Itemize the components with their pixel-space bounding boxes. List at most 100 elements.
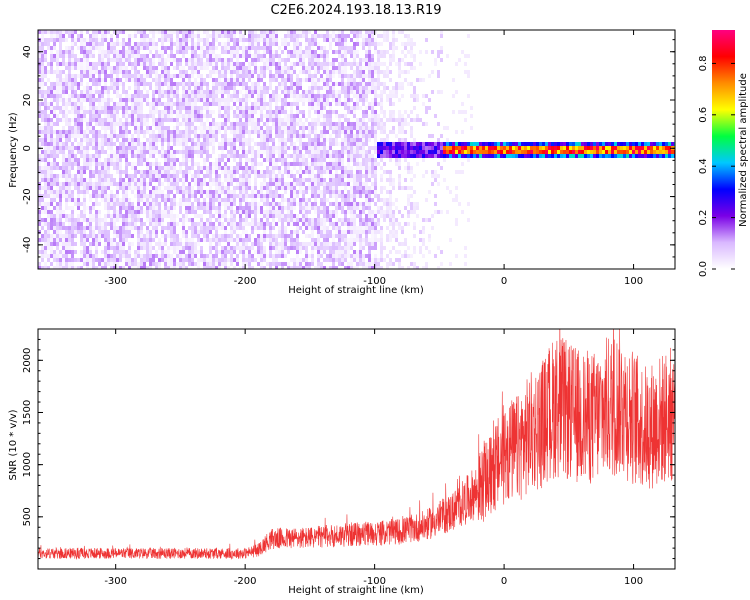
spectrogram-cell [332,142,335,146]
spectrogram-cell [92,54,95,58]
spectrogram-cell [221,66,224,70]
spectrogram-cell [293,86,296,90]
spectrogram-cell [269,150,272,154]
spectrogram-cell [317,242,320,246]
spectrogram-cell [41,218,44,222]
spectrogram-cell [80,174,83,178]
spectrogram-cell [77,146,80,150]
spectrogram-cell [146,114,149,118]
spectrogram-cell [92,110,95,114]
spectrogram-cell [80,266,83,269]
spectrogram-cell [332,226,335,230]
spectrogram-cell [263,38,266,42]
spectrogram-cell [104,170,107,174]
spectrogram-cell [128,98,131,102]
spectrogram-cell [260,34,263,38]
spectrogram-cell [161,210,164,214]
spectrogram-cell [278,66,281,70]
spectrogram-cell [302,258,305,262]
spectrogram-cell [224,146,227,150]
spectrogram-cell [185,130,188,134]
spectrogram-cell [107,222,110,226]
spectrogram-cell [152,30,155,34]
spectrogram-cell [206,182,209,186]
spectrogram-cell [137,90,140,94]
spectrogram-cell [230,214,233,218]
spectrogram-cell [143,94,146,98]
spectrogram-cell [236,126,239,130]
spectrogram-cell [122,218,125,222]
spectrogram-cell [38,262,41,266]
spectrogram-cell [146,66,149,70]
spectrogram-cell [275,34,278,38]
spectrogram-cell [314,94,317,98]
spectrogram-cell [260,254,263,258]
spectrogram-cell [182,82,185,86]
spectrogram-cell [275,94,278,98]
spectrogram-cell [338,134,341,138]
spectrogram-cell [272,78,275,82]
spectrogram-cell [158,198,161,202]
spectrogram-cell [275,234,278,238]
spectrogram-cell [182,226,185,230]
spectrogram-cell [137,266,140,269]
spectrogram-cell [56,210,59,214]
spectrogram-cell [59,250,62,254]
spectrogram-cell [161,126,164,130]
spectrogram-cell [272,34,275,38]
spectrogram-cell [53,98,56,102]
spectrogram-cell [233,138,236,142]
spectrogram-cell [269,34,272,38]
spectrogram-cell [242,230,245,234]
spectrogram-cell [314,162,317,166]
spectrogram-cell [338,50,341,54]
spectrogram-cell [272,242,275,246]
spectrogram-cell [200,78,203,82]
spectrogram-cell [290,214,293,218]
spectrogram-cell [332,254,335,258]
spectrogram-cell [62,222,65,226]
spectrogram-cell [305,38,308,42]
spectrogram-cell [320,222,323,226]
spectrogram-cell [200,106,203,110]
spectrogram-cell [119,218,122,222]
spectrogram-cell [173,162,176,166]
spectrogram-cell [284,46,287,50]
spectrogram-cell [119,94,122,98]
spectrogram-cell [104,150,107,154]
spectrogram-cell [215,90,218,94]
spectrogram-cell [119,78,122,82]
spectrogram-cell [191,190,194,194]
spectrogram-cell [53,238,56,242]
spectrogram-cell [188,254,191,258]
spectrogram-cell [272,218,275,222]
spectrogram-cell [230,238,233,242]
spectrogram-cell [167,146,170,150]
spectrogram-cell [278,58,281,62]
spectrogram-cell [326,138,329,142]
spectrogram-cell [254,210,257,214]
spectrogram-cell [224,50,227,54]
spectrogram-cell [176,186,179,190]
spectrogram-cell [116,154,119,158]
spectrogram-cell [233,34,236,38]
spectrogram-cell [260,46,263,50]
spectrogram-cell [197,154,200,158]
spectrogram-cell [323,126,326,130]
spectrogram-cell [347,130,350,134]
spectrogram-cell [284,238,287,242]
spectrogram-cell [290,222,293,226]
spectrogram-cell [53,54,56,58]
spectrogram-cell [113,230,116,234]
spectrogram-cell [128,174,131,178]
spectrogram-cell [131,210,134,214]
spectrogram-cell [269,222,272,226]
spectrogram-cell [197,266,200,269]
spectrogram-cell [134,154,137,158]
spectrogram-cell [50,94,53,98]
spectrogram-cell [155,186,158,190]
spectrogram-cell [125,154,128,158]
spectrogram-cell [95,174,98,178]
spectrogram-cell [191,114,194,118]
spectrogram-cell [281,138,284,142]
